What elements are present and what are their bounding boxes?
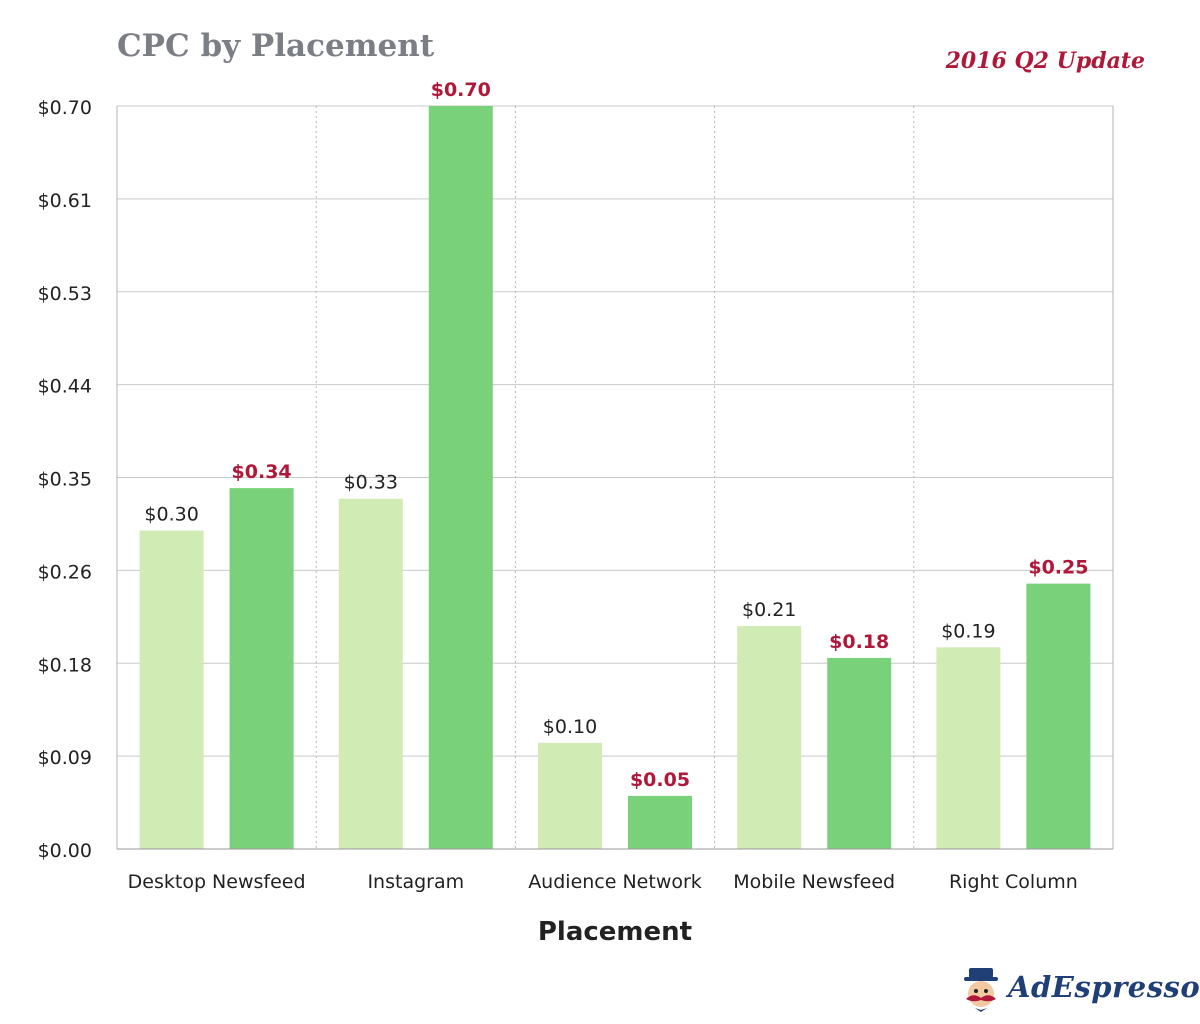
bar [827,657,892,849]
brand-name: AdEspresso [1008,970,1200,1004]
y-tick-label: $0.18 [38,654,92,676]
y-tick-label: $0.44 [38,376,92,398]
x-tick-label: Desktop Newsfeed [128,871,306,893]
y-tick-label: $0.53 [38,283,92,305]
y-tick-label: $0.35 [38,469,92,491]
brand-logo: AdEspresso [958,966,1200,1016]
bar [139,530,204,849]
data-label: $0.05 [630,769,690,791]
data-label: $0.18 [829,631,889,653]
x-tick-label: Right Column [949,871,1078,893]
bar [628,795,692,849]
data-label: $0.21 [742,599,796,621]
data-label: $0.30 [144,504,198,526]
chart-title: CPC by Placement [117,28,435,64]
y-tick-label: $0.70 [38,97,92,119]
data-label: $0.10 [543,716,597,738]
bar [1026,583,1091,849]
y-tick-label: $0.61 [38,190,92,212]
y-tick-label: $0.26 [38,561,92,583]
data-label: $0.19 [941,620,995,642]
x-axis-title: Placement [538,917,692,947]
data-label: $0.34 [232,461,292,483]
data-label: $0.70 [431,79,491,101]
y-tick-label: $0.09 [38,747,92,769]
data-label: $0.25 [1028,557,1088,579]
x-tick-label: Audience Network [528,871,702,893]
bar [737,626,802,849]
bar [936,647,1001,849]
chart-subtitle: 2016 Q2 Update [945,48,1145,74]
x-tick-label: Mobile Newsfeed [733,871,895,893]
y-tick-label: $0.00 [38,840,92,862]
bar [428,106,493,849]
bar [338,498,403,849]
data-label: $0.33 [344,472,398,494]
x-tick-label: Instagram [367,871,464,893]
bar [538,742,602,849]
bar [229,488,294,849]
mustache-mascot-icon [964,968,998,1012]
